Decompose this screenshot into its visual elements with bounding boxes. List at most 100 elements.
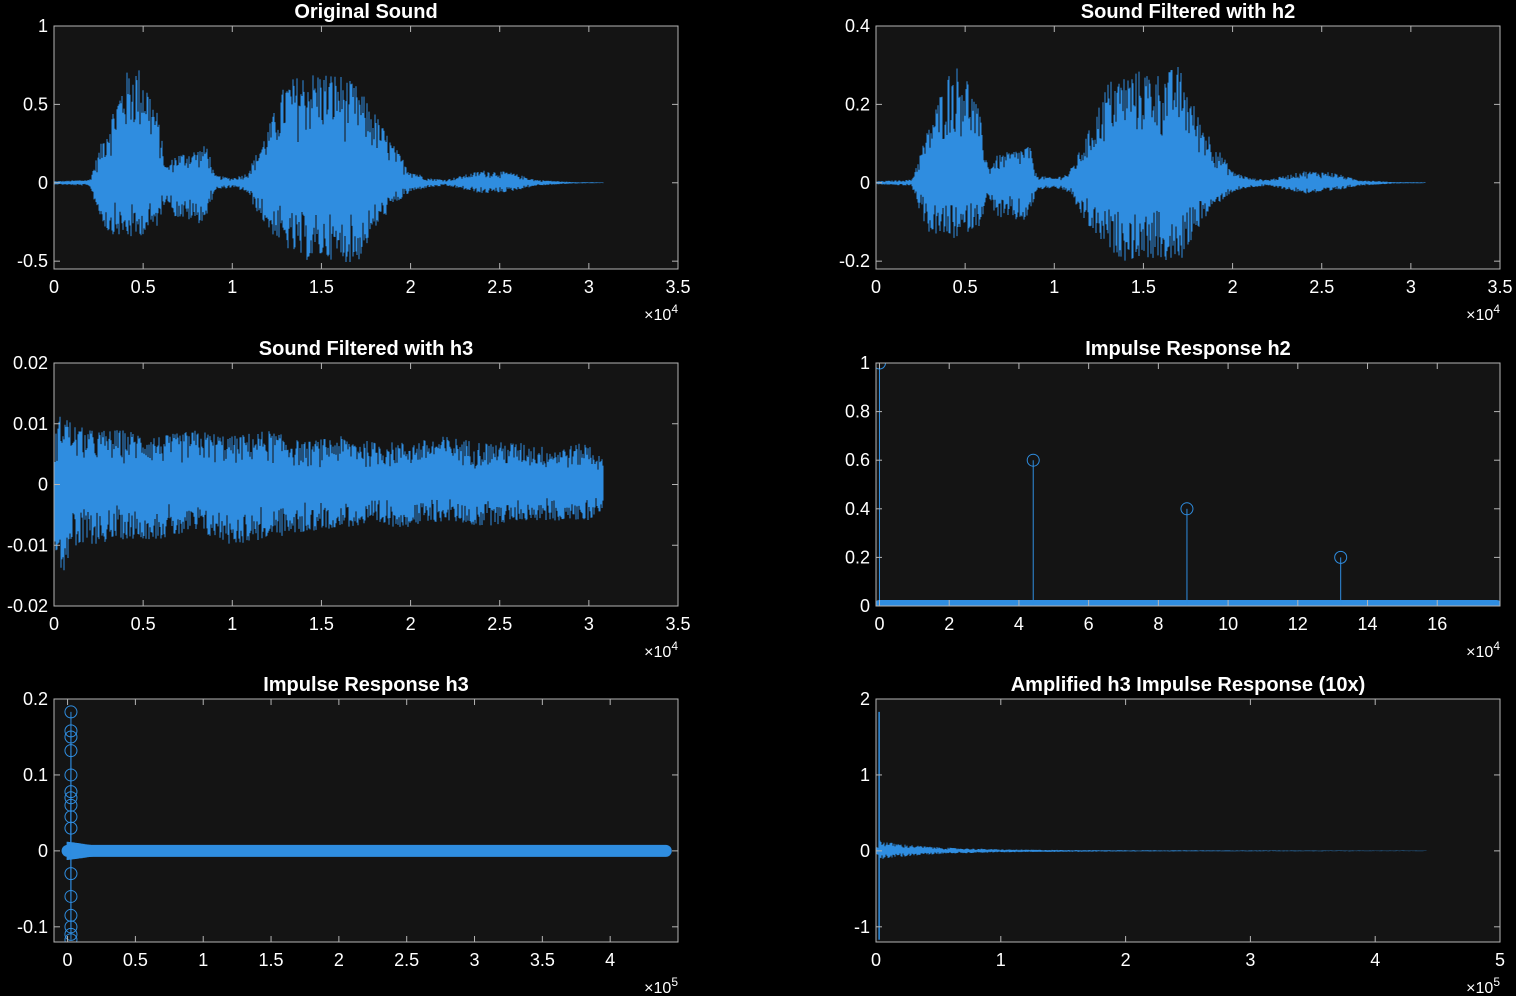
y-tick-label: -0.1 <box>17 917 48 937</box>
x-tick-label: 3.5 <box>665 277 690 297</box>
plot-area <box>876 363 1500 606</box>
plot-content <box>876 67 1426 261</box>
stem-marker <box>64 730 78 744</box>
y-tick-label: 0.2 <box>845 547 870 567</box>
waveform-line <box>54 416 604 571</box>
subplot-impulse-h3: Impulse Response h3 0 0.5 1 1.5 2 2.5 3 3.5 4 -0.… <box>17 674 679 996</box>
stem-marker <box>64 821 78 835</box>
x-exponent-power: 4 <box>1493 302 1500 316</box>
x-tick-label: 0.5 <box>953 277 978 297</box>
stem-marker <box>64 810 78 824</box>
x-tick-label: 0 <box>63 950 73 970</box>
stem-marker <box>1180 502 1194 516</box>
stem-marker <box>64 791 78 805</box>
x-tick-label: 2 <box>1228 277 1238 297</box>
x-tick-label: 1.5 <box>1131 277 1156 297</box>
x-tick-label: 2.5 <box>394 950 419 970</box>
subplot-filtered-h2: Sound Filtered with h2 0 0.5 1 1.5 2 2.5 3 3.5 -… <box>839 1 1513 324</box>
x-tick-label: 2.5 <box>487 277 512 297</box>
plot-area <box>54 699 678 942</box>
stem-marker <box>64 768 78 782</box>
plot-content <box>54 70 604 262</box>
chart-title: Sound Filtered with h2 <box>1081 1 1295 23</box>
chart-title: Sound Filtered with h3 <box>259 338 473 360</box>
y-tick-label: 0 <box>38 841 48 861</box>
y-tick-label: 0.4 <box>845 499 870 519</box>
x-tick-label: 1 <box>1049 277 1059 297</box>
x-tick-label: 0.5 <box>131 614 156 634</box>
stem-marker <box>64 785 78 799</box>
x-exponent-label: ×104 <box>1466 639 1500 661</box>
subplot-impulse-h2: Impulse Response h2 0 2 4 6 8 10 12 14 1600.20.4… <box>845 338 1501 661</box>
axes-box <box>53 25 679 270</box>
y-tick-label: 0.01 <box>13 414 48 434</box>
plot-content <box>876 363 1500 606</box>
x-tick-label: 3 <box>584 277 594 297</box>
x-tick-label: 2 <box>1121 950 1131 970</box>
chart-title: Impulse Response h3 <box>263 674 469 696</box>
x-exponent-base: ×10 <box>644 980 671 996</box>
y-tick-label: 0 <box>860 841 870 861</box>
x-tick-label: 2 <box>334 950 344 970</box>
x-tick-label: 0.5 <box>131 277 156 297</box>
x-tick-label: 2 <box>406 277 416 297</box>
x-exponent-label: ×105 <box>1466 975 1500 996</box>
x-tick-label: 2.5 <box>1309 277 1334 297</box>
x-tick-label: 5 <box>1495 950 1505 970</box>
stem-marker <box>64 798 78 812</box>
axes-box <box>875 362 1501 607</box>
chart-title: Original Sound <box>294 1 437 23</box>
x-exponent-base: ×10 <box>1466 644 1493 661</box>
waveform-line <box>876 840 1427 859</box>
plot-content <box>876 711 1427 940</box>
subplot-amplified-h3: Amplified h3 Impulse Response (10x) 0 1 2 3… <box>854 674 1505 996</box>
y-tick-label: -0.2 <box>839 251 870 271</box>
x-tick-label: 3.5 <box>1487 277 1512 297</box>
x-exponent-label: ×104 <box>644 639 678 661</box>
x-tick-label: 1 <box>227 614 237 634</box>
stem-marker <box>64 933 78 942</box>
chart-title: Amplified h3 Impulse Response (10x) <box>1011 674 1366 696</box>
x-tick-label: 0.5 <box>123 950 148 970</box>
y-tick-label: 0.8 <box>845 402 870 422</box>
x-tick-label: 16 <box>1427 614 1447 634</box>
y-tick-label: 0.4 <box>845 16 870 36</box>
plot-content <box>61 705 672 942</box>
plot-content <box>54 416 604 571</box>
x-exponent-label: ×104 <box>1466 302 1500 324</box>
x-tick-label: 4 <box>605 950 615 970</box>
x-exponent-power: 4 <box>1493 639 1500 653</box>
x-exponent-power: 4 <box>671 302 678 316</box>
x-tick-label: 2 <box>406 614 416 634</box>
chart-title: Impulse Response h2 <box>1085 338 1291 360</box>
x-tick-label: 4 <box>1014 614 1024 634</box>
x-tick-label: 2 <box>944 614 954 634</box>
y-tick-label: 0 <box>38 475 48 495</box>
x-tick-label: 10 <box>1218 614 1238 634</box>
y-tick-label: 1 <box>860 765 870 785</box>
y-tick-label: 0.2 <box>845 94 870 114</box>
x-tick-label: 8 <box>1153 614 1163 634</box>
x-tick-label: 1.5 <box>309 277 334 297</box>
axes-box <box>53 698 679 943</box>
x-tick-label: 3.5 <box>665 614 690 634</box>
y-tick-label: -0.01 <box>7 535 48 555</box>
y-tick-label: 0.02 <box>13 353 48 373</box>
x-tick-label: 0 <box>49 277 59 297</box>
x-tick-label: 3.5 <box>530 950 555 970</box>
x-exponent-base: ×10 <box>644 307 671 324</box>
y-tick-label: -0.02 <box>7 596 48 616</box>
x-tick-label: 3 <box>1406 277 1416 297</box>
subplot-original-sound: Original Sound 0 0.5 1 1.5 2 2.5 3 3.5-0.500.51… <box>17 1 691 324</box>
x-tick-label: 1.5 <box>309 614 334 634</box>
y-tick-label: 1 <box>860 353 870 373</box>
x-tick-label: 3 <box>584 614 594 634</box>
stem-marker <box>1334 550 1348 564</box>
y-tick-label: 1 <box>38 16 48 36</box>
y-tick-label: 0.6 <box>845 450 870 470</box>
x-exponent-label: ×105 <box>644 975 678 996</box>
x-tick-label: 1.5 <box>259 950 284 970</box>
waveform-line <box>54 70 604 262</box>
x-exponent-base: ×10 <box>1466 980 1493 996</box>
